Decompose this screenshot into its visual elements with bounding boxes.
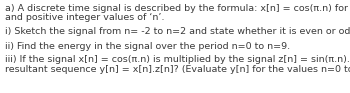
Text: i) Sketch the signal from n= -2 to n=2 and state whether it is even or odd.: i) Sketch the signal from n= -2 to n=2 a…	[5, 28, 350, 36]
Text: resultant sequence y[n] = x[n].z[n]? (Evaluate y[n] for the values n=0 to n=4 on: resultant sequence y[n] = x[n].z[n]? (Ev…	[5, 65, 350, 74]
Text: and positive integer values of ‘n’.: and positive integer values of ‘n’.	[5, 13, 164, 23]
Text: a) A discrete time signal is described by the formula: x[n] = cos(π.n) for all n: a) A discrete time signal is described b…	[5, 4, 350, 13]
Text: iii) If the signal x[n] = cos(π.n) is multiplied by the signal z[n] = sin(π.n). : iii) If the signal x[n] = cos(π.n) is mu…	[5, 56, 350, 65]
Text: ii) Find the energy in the signal over the period n=0 to n=9.: ii) Find the energy in the signal over t…	[5, 41, 290, 50]
